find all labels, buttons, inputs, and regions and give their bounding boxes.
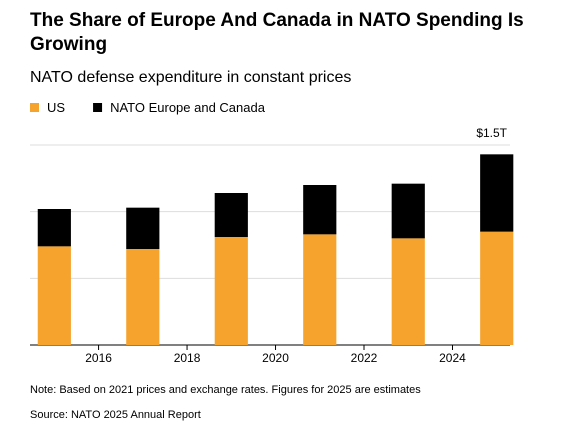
bar-segment xyxy=(214,193,248,237)
y-tick-label: $1.5T xyxy=(476,126,507,140)
chart-subtitle: NATO defense expenditure in constant pri… xyxy=(30,69,351,86)
bar-segment xyxy=(214,237,248,345)
chart-title-line1: The Share of Europe And Canada in NATO S… xyxy=(30,10,524,55)
x-tick-label: 2020 xyxy=(262,351,289,365)
bar-segment xyxy=(126,207,160,249)
bar-segment xyxy=(480,231,514,345)
bar-segment xyxy=(37,246,71,345)
x-tick-label: 2024 xyxy=(439,351,466,365)
bar-segment xyxy=(391,183,425,239)
legend-label: US xyxy=(47,100,65,115)
note: Note: Based on 2021 prices and exchange … xyxy=(30,384,421,396)
bar-segment xyxy=(126,249,160,345)
bar-segment xyxy=(303,234,337,345)
legend-label: NATO Europe and Canada xyxy=(110,100,266,115)
bar-segment xyxy=(391,238,425,345)
bar-segment xyxy=(480,154,514,232)
x-tick-label: 2016 xyxy=(85,351,112,365)
source: Source: NATO 2025 Annual Report xyxy=(30,409,201,421)
legend-swatch xyxy=(30,103,39,112)
x-tick-label: 2018 xyxy=(174,351,201,365)
bar-segment xyxy=(303,185,337,235)
legend-swatch xyxy=(93,103,103,112)
bar-segment xyxy=(37,209,71,247)
x-tick-label: 2022 xyxy=(351,351,378,365)
